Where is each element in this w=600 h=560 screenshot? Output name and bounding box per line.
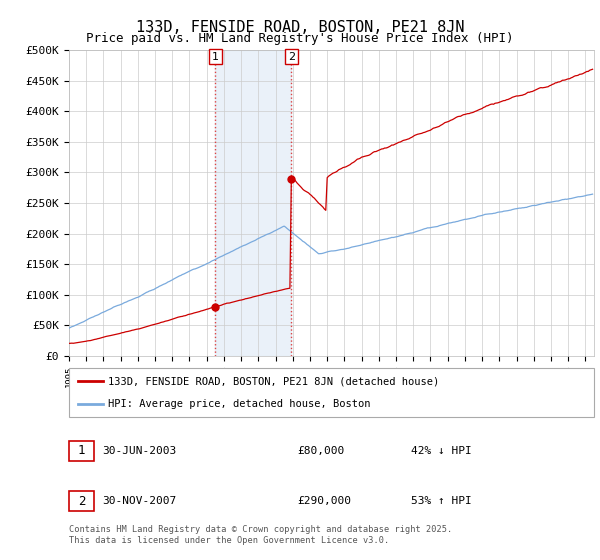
Text: 30-JUN-2003: 30-JUN-2003 [102,446,176,456]
Text: 2: 2 [78,494,85,508]
Text: 1: 1 [78,444,85,458]
Text: HPI: Average price, detached house, Boston: HPI: Average price, detached house, Bost… [109,399,371,409]
Text: 2: 2 [288,52,295,62]
Text: 42% ↓ HPI: 42% ↓ HPI [411,446,472,456]
Text: 133D, FENSIDE ROAD, BOSTON, PE21 8JN (detached house): 133D, FENSIDE ROAD, BOSTON, PE21 8JN (de… [109,376,440,386]
Text: Price paid vs. HM Land Registry's House Price Index (HPI): Price paid vs. HM Land Registry's House … [86,32,514,45]
Bar [215,50,292,356]
Text: 30-NOV-2007: 30-NOV-2007 [102,496,176,506]
Text: Contains HM Land Registry data © Crown copyright and database right 2025.
This d: Contains HM Land Registry data © Crown c… [69,525,452,545]
Text: 1: 1 [212,52,219,62]
Text: £80,000: £80,000 [297,446,344,456]
Text: 53% ↑ HPI: 53% ↑ HPI [411,496,472,506]
Text: 133D, FENSIDE ROAD, BOSTON, PE21 8JN: 133D, FENSIDE ROAD, BOSTON, PE21 8JN [136,20,464,35]
Text: £290,000: £290,000 [297,496,351,506]
